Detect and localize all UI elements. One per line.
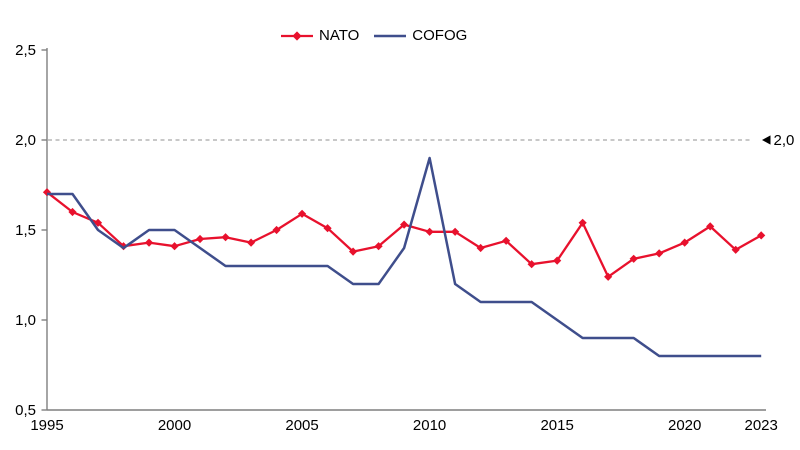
legend-item-cofog: COFOG [374,28,467,44]
series-line-cofog [47,156,762,358]
left-triangle-icon [762,135,771,145]
x-axis-tick-label: 2010 [413,417,446,434]
data-point-marker-nato [655,249,664,258]
data-point-marker-nato [604,272,613,281]
data-point-marker-nato [629,254,638,263]
data-point-marker-nato [221,233,230,242]
data-point-marker-nato [348,247,358,256]
legend-label-cofog: COFOG [412,27,468,44]
x-axis-tick-label: 1995 [30,417,63,434]
data-point-marker-nato [297,209,307,218]
data-point-marker-nato [400,220,409,229]
data-point-marker-nato [170,242,179,251]
x-axis-tick-label: 2000 [158,417,191,434]
data-point-marker-nato [195,234,205,244]
data-point-marker-nato [272,225,281,235]
data-point-marker-nato [706,222,715,231]
y-axis-tick-label: 2,5 [15,42,36,59]
data-point-marker-nato [476,243,485,253]
data-point-marker-nato [323,224,332,233]
data-point-marker-nato [680,238,689,247]
data-point-marker-nato [757,231,766,240]
x-axis-tick-label: 2005 [285,417,318,434]
data-point-marker-nato [578,218,587,227]
nato-line-swatch [281,31,313,41]
data-point-marker-nato [731,245,740,254]
data-point-marker-nato [425,227,434,236]
data-point-marker-nato [119,242,128,251]
data-point-marker-nato [502,236,511,245]
legend-label-nato: NATO [319,27,360,44]
x-axis-tick-label: 2023 [745,417,778,434]
y-axis-tick-label: 0,5 [15,402,36,419]
data-point-marker-nato [144,238,154,247]
data-point-marker-nato [374,242,383,251]
y-axis-tick-label: 1,0 [15,312,36,329]
y-axis-tick-label: 1,5 [15,222,36,239]
data-point-marker-nato [93,218,103,227]
data-point-marker-nato [246,238,256,247]
chart-legend: NATO COFOG [281,28,467,44]
legend-item-nato: NATO [281,28,359,44]
data-point-marker-nato [527,260,536,269]
data-point-marker-nato [68,207,77,217]
data-point-marker-nato [451,227,460,236]
reference-line-label: 2,0 [774,132,795,149]
data-point-marker-nato [553,256,562,265]
y-axis-tick-label: 2,0 [15,132,36,149]
series-line-nato [46,191,762,278]
x-axis-tick-label: 2015 [540,417,573,434]
cofog-line-swatch [374,34,407,38]
x-axis-tick-label: 2020 [668,417,701,434]
